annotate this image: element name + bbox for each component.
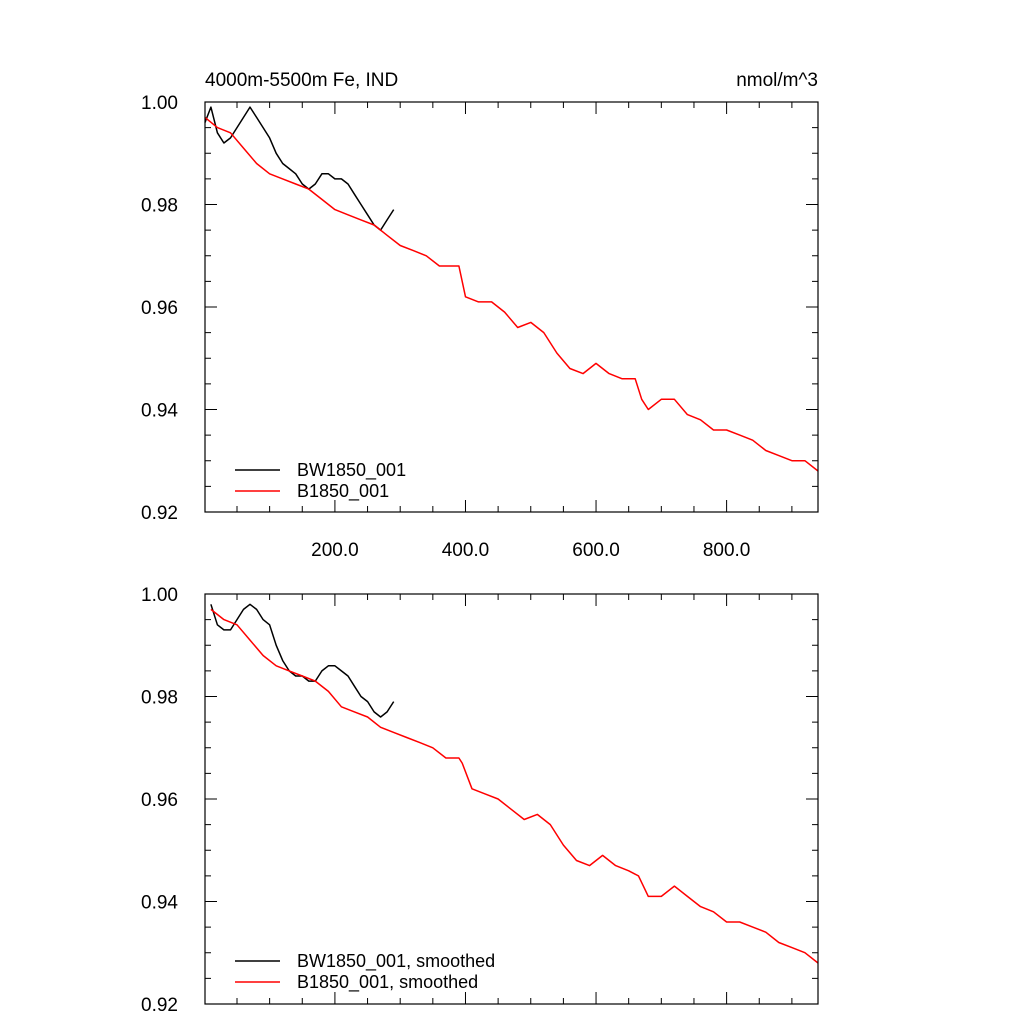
- y-tick-label: 0.94: [141, 401, 178, 422]
- x-tick-label: 600.0: [572, 540, 620, 561]
- top-panel: 4000m-5500m Fe, IND nmol/m^3 0.920.940.9…: [141, 70, 819, 561]
- top-plot-frame: [204, 101, 819, 513]
- series-line-bw1850-001: [204, 106, 395, 231]
- y-tick-label: 0.94: [141, 893, 178, 914]
- bottom-legend: BW1850_001, smoothed B1850_001, smoothed: [235, 951, 495, 993]
- x-tick-label: 800.0: [703, 540, 751, 561]
- y-tick-label: 0.96: [141, 298, 178, 319]
- top-ticks: 0.92 0.94 0.96 0.98 1.00 200.0 400.0 600.0 800.0: [141, 93, 818, 561]
- y-tick-label: 1.00: [141, 93, 178, 114]
- legend-label-b1850-smoothed: B1850_001, smoothed: [297, 972, 478, 993]
- y-tick-label: 0.96: [141, 790, 178, 811]
- x-tick-label: 400.0: [442, 540, 490, 561]
- bottom-ticks: 0.92 0.94 0.96 0.98 1.00: [141, 585, 818, 1016]
- series-line-b1850-001-smoothed: [210, 608, 819, 964]
- series-line-b1850-001: [204, 116, 819, 472]
- legend-label-bw1850: BW1850_001: [297, 460, 406, 481]
- top-series-lines: [204, 106, 819, 472]
- bottom-plot-frame: [204, 593, 819, 1005]
- y-tick-label: 0.98: [141, 196, 178, 217]
- chart-title: 4000m-5500m Fe, IND: [205, 70, 398, 91]
- y-tick-label: 1.00: [141, 585, 178, 606]
- x-tick-label: 200.0: [311, 540, 359, 561]
- legend-label-bw1850-smoothed: BW1850_001, smoothed: [297, 951, 495, 972]
- bottom-panel: 0.92 0.94 0.96 0.98 1.00 BW1850_001, smoothe…: [141, 585, 819, 1016]
- legend-label-b1850: B1850_001: [297, 481, 389, 502]
- y-tick-label: 0.92: [141, 503, 178, 524]
- y-tick-label: 0.98: [141, 688, 178, 709]
- top-legend: BW1850_001 B1850_001: [235, 460, 406, 502]
- y-tick-label: 0.92: [141, 995, 178, 1016]
- series-line-bw1850-001-smoothed: [210, 603, 395, 718]
- bottom-series-lines: [210, 603, 819, 964]
- units-label: nmol/m^3: [736, 70, 818, 91]
